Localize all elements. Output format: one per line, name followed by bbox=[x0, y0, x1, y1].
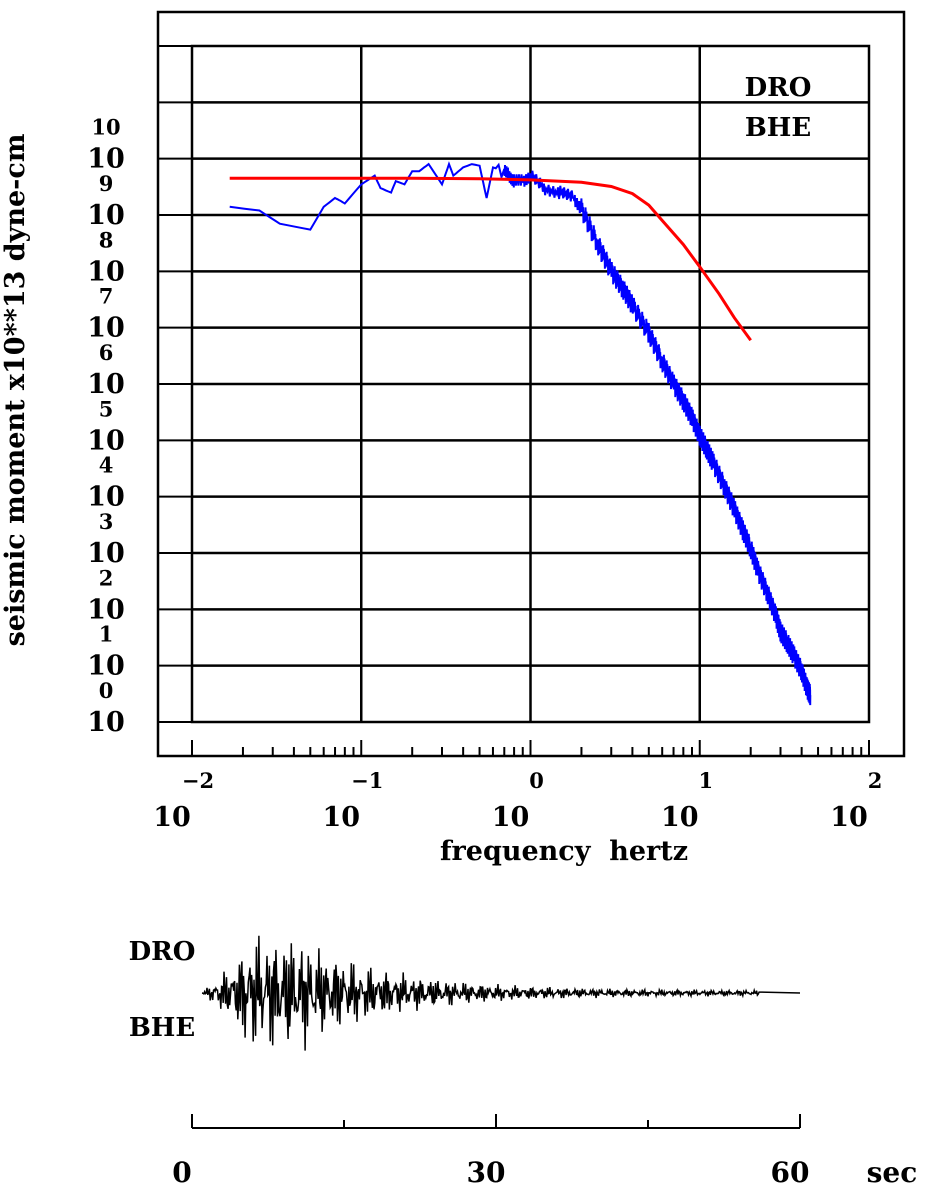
x-tick-exponent: −1 bbox=[351, 768, 383, 793]
spectrum-channel-label: BHE bbox=[745, 113, 811, 143]
time-axis-ticks bbox=[191, 1114, 801, 1128]
y-tick-label: 10 bbox=[87, 482, 125, 513]
y-tick-label: 10 bbox=[87, 651, 125, 682]
time-axis-labels: 0 30 60 bbox=[172, 1156, 809, 1184]
x-tick-exponent: 1 bbox=[698, 768, 713, 793]
x-tick-exponent: −2 bbox=[182, 768, 214, 793]
x-axis-label: frequency hertz bbox=[440, 836, 688, 867]
y-tick-label: 10 bbox=[87, 144, 125, 175]
y-tick-label: 10 bbox=[87, 313, 125, 344]
y-tick-exponent: 9 bbox=[99, 171, 114, 196]
y-tick-exponent: 2 bbox=[99, 565, 114, 590]
trace-channel-label: BHE bbox=[129, 1013, 195, 1043]
time-tick-label: 30 bbox=[467, 1156, 506, 1184]
trace-station-label: DRO bbox=[129, 937, 196, 967]
y-tick-label: 10 bbox=[87, 538, 125, 569]
y-tick-label: 10 bbox=[87, 200, 125, 231]
y-tick-label: 10 bbox=[87, 707, 125, 738]
y-tick-label: 10 bbox=[87, 256, 125, 287]
x-tick-marks bbox=[191, 740, 870, 756]
y-tick-exponent: 7 bbox=[99, 284, 114, 309]
x-tick-exponent: 0 bbox=[529, 768, 544, 793]
y-tick-exponent: 5 bbox=[99, 396, 114, 421]
y-axis-label: seismic moment x10**13 dyne-cm bbox=[0, 134, 31, 647]
y-tick-label: 10 bbox=[87, 594, 125, 625]
y-tick-exponent: 3 bbox=[99, 509, 114, 534]
y-tick-exponent: 6 bbox=[99, 340, 114, 365]
spectrum-series bbox=[229, 161, 812, 706]
spectrum-fit-line bbox=[229, 176, 752, 342]
y-tick-exponent: 10 bbox=[91, 115, 120, 140]
x-tick-label: 10 bbox=[153, 802, 191, 833]
time-tick-label: 60 bbox=[771, 1156, 810, 1184]
spectrum-observed-line bbox=[229, 161, 812, 706]
y-tick-exponent: 1 bbox=[99, 622, 114, 647]
x-tick-label: 10 bbox=[492, 802, 530, 833]
x-tick-exponent: 2 bbox=[868, 768, 883, 793]
y-tick-label: 10 bbox=[87, 369, 125, 400]
spectrum-station-label: DRO bbox=[745, 73, 812, 103]
time-tick-label: 0 bbox=[172, 1156, 191, 1184]
x-tick-label: 10 bbox=[322, 802, 360, 833]
x-tick-label: 10 bbox=[830, 802, 868, 833]
y-tick-exponent: 4 bbox=[99, 453, 114, 478]
y-tick-exponent: 0 bbox=[99, 678, 114, 703]
y-tick-exponent: 8 bbox=[99, 227, 114, 252]
time-axis-unit: sec bbox=[867, 1156, 918, 1184]
y-tick-label: 10 bbox=[87, 425, 125, 456]
seismogram-waveform bbox=[201, 935, 801, 1051]
seismogram-trace bbox=[201, 935, 801, 1051]
spectrum-grid bbox=[158, 45, 869, 723]
x-tick-label: 10 bbox=[661, 802, 699, 833]
